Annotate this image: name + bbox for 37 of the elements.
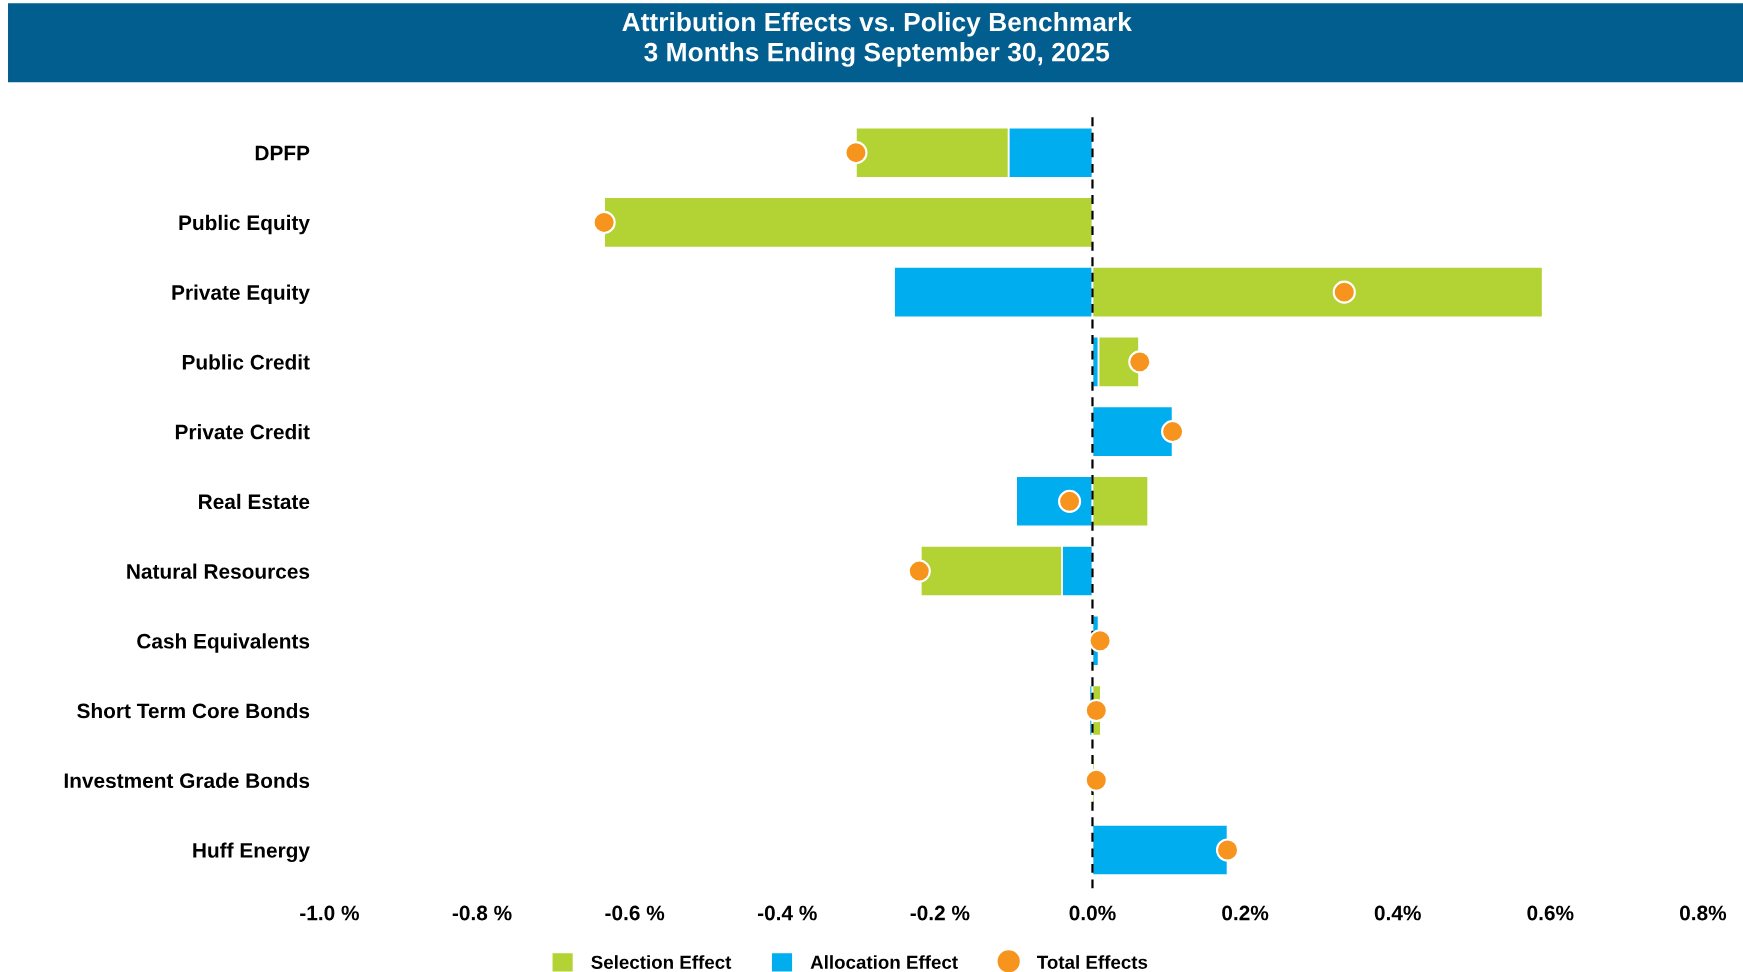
point — [1088, 629, 1112, 653]
y-tick-label: Natural Resources — [127, 563, 310, 579]
x-tick-label: 0.4% — [1374, 905, 1421, 921]
point — [1215, 838, 1240, 862]
x-tick-label: -0.6 % — [605, 905, 665, 921]
point — [592, 210, 616, 234]
x-tick-label: 0.2% — [1222, 905, 1269, 921]
point — [907, 559, 931, 583]
point — [844, 141, 868, 165]
x-tick-label: -0.8 % — [452, 905, 512, 921]
x-tick-label: -0.2 % — [910, 905, 970, 921]
x-tick-label: -0.4 % — [757, 905, 817, 921]
y-tick-label: Private Equity — [172, 284, 310, 304]
y-tick-label: Investment Grade Bonds — [64, 772, 310, 789]
x-tick-label: -1.0 % — [300, 905, 359, 921]
y-tick-label: Public Credit — [182, 354, 310, 370]
point — [1084, 699, 1108, 723]
y-tick-label: Huff Energy — [193, 842, 310, 863]
y-tick-label: Public Equity — [179, 214, 310, 235]
point — [1128, 350, 1152, 374]
y-tick-label: Short Term Core Bonds — [77, 703, 310, 719]
point — [1332, 280, 1356, 304]
point — [1161, 420, 1185, 444]
chart-subtitle: 3 Months Ending September 30, 2025 — [644, 42, 1110, 67]
x-tick-label: 0.0% — [1069, 905, 1116, 921]
legend-label: Selection Effect — [591, 955, 732, 969]
x-tick-label: 0.8% — [1679, 905, 1727, 921]
point — [1084, 768, 1108, 792]
x-tick-label: 0.6% — [1527, 905, 1574, 921]
y-tick-label: Cash Equivalents — [137, 633, 310, 653]
y-tick-label: DPFP — [255, 145, 310, 161]
legend-label: Total Effects — [1037, 955, 1148, 969]
y-tick-label: Real Estate — [199, 493, 310, 510]
point — [1058, 489, 1082, 513]
legend-label: Allocation Effect — [810, 955, 958, 969]
y-tick-label: Private Credit — [175, 424, 310, 440]
chart-title: Attribution Effects vs. Policy Benchmark — [622, 12, 1132, 37]
